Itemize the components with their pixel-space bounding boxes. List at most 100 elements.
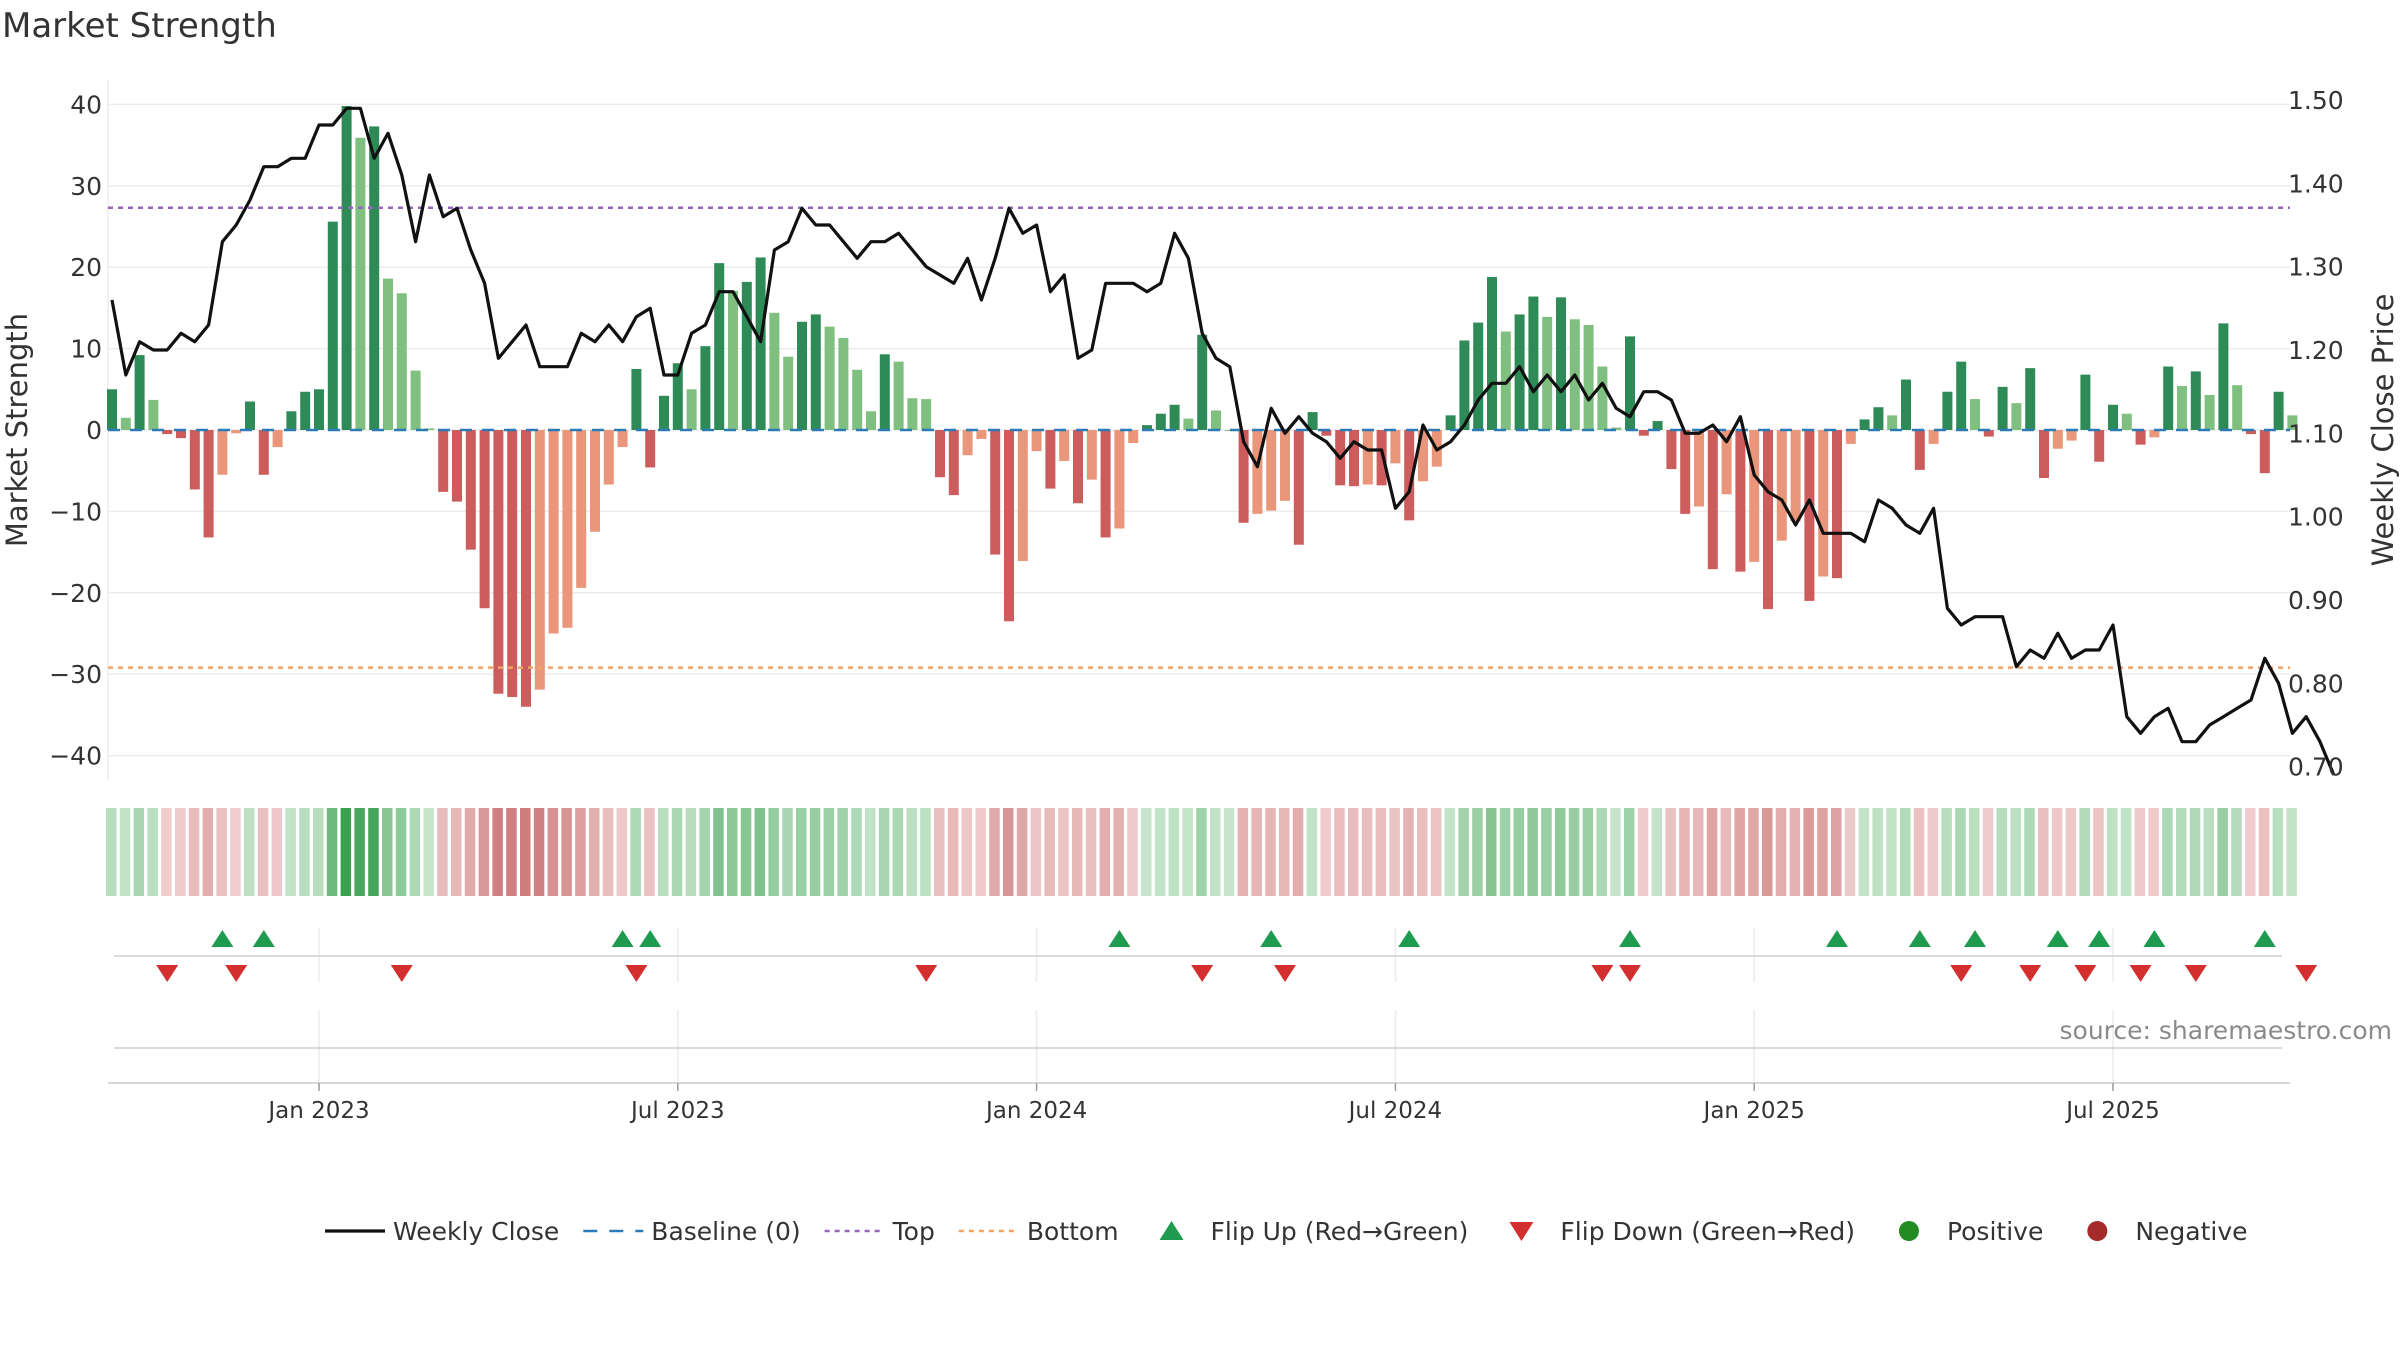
strength-bar bbox=[1004, 430, 1014, 622]
strip-cell bbox=[934, 808, 945, 896]
weekly-close-polyline bbox=[110, 106, 2336, 776]
right-tick-label: 0.80 bbox=[2288, 669, 2344, 698]
flip-down-marker bbox=[625, 965, 648, 982]
strip-cell bbox=[1458, 808, 1469, 896]
strip-cell bbox=[299, 808, 310, 896]
flip-down-marker bbox=[1591, 965, 1614, 982]
strip-cell bbox=[326, 808, 338, 896]
strip-cell bbox=[1900, 808, 1911, 896]
strip-cell bbox=[409, 808, 421, 896]
left-tick-label: −40 bbox=[49, 742, 102, 771]
strip-cell bbox=[1099, 808, 1111, 896]
strength-bar bbox=[2287, 415, 2298, 430]
strip-cell bbox=[2245, 808, 2256, 896]
strip-cell bbox=[106, 808, 117, 896]
strip-cell bbox=[768, 808, 779, 896]
strength-bar bbox=[1445, 415, 1456, 430]
strength-bar bbox=[1100, 430, 1111, 538]
strength-bar bbox=[838, 338, 849, 430]
strength-bar bbox=[507, 430, 518, 697]
strip-cell bbox=[1527, 808, 1538, 896]
strength-heat-strip bbox=[106, 808, 2297, 896]
strip-cell bbox=[395, 808, 407, 896]
strength-bar bbox=[369, 126, 380, 430]
strength-bar bbox=[1597, 366, 1608, 430]
strength-bar bbox=[396, 293, 407, 430]
strip-cell bbox=[644, 808, 655, 896]
x-tick-label: Jul 2024 bbox=[1347, 1098, 1443, 1124]
strip-cell bbox=[2217, 808, 2228, 896]
strip-cell bbox=[727, 808, 738, 896]
strength-bar bbox=[1390, 430, 1401, 464]
strength-bar bbox=[686, 389, 697, 430]
left-y-axis-label: Market Strength bbox=[0, 313, 34, 547]
strip-cell bbox=[685, 808, 697, 896]
strip-cell bbox=[1541, 808, 1552, 896]
strip-cell bbox=[1003, 808, 1014, 896]
strength-bar bbox=[879, 354, 890, 430]
strip-cell bbox=[1182, 808, 1193, 896]
strength-bar bbox=[1680, 430, 1691, 514]
strength-bar bbox=[1749, 430, 1760, 562]
strip-cell bbox=[188, 808, 200, 896]
strip-cell bbox=[1651, 808, 1663, 896]
strength-bar bbox=[1073, 430, 1083, 504]
left-tick-label: −10 bbox=[49, 497, 102, 526]
strip-cell bbox=[754, 808, 766, 896]
strip-cell bbox=[2162, 808, 2173, 896]
strip-cell bbox=[1030, 808, 1042, 896]
strength-bar bbox=[1763, 430, 1773, 610]
left-tick-label: 10 bbox=[70, 335, 102, 364]
legend: Weekly Close Baseline (0) Top Bottom Flip Up… bbox=[325, 1217, 2248, 1246]
strength-bar bbox=[521, 430, 531, 707]
strength-bar bbox=[1045, 430, 1056, 489]
strength-bar bbox=[1017, 430, 1028, 562]
strength-bar bbox=[493, 430, 504, 694]
strip-cell bbox=[1444, 808, 1456, 896]
strength-bar bbox=[1983, 430, 1994, 437]
strength-bar bbox=[1238, 430, 1249, 523]
legend-label: Negative bbox=[2135, 1217, 2247, 1246]
strength-bar bbox=[1266, 430, 1277, 511]
strength-bar bbox=[438, 430, 449, 492]
strip-cell bbox=[147, 808, 158, 896]
strip-cell bbox=[2093, 808, 2104, 896]
left-tick-label: 30 bbox=[70, 172, 102, 201]
strip-cell bbox=[1417, 808, 1428, 896]
strip-cell bbox=[1168, 808, 1180, 896]
strength-bar bbox=[1514, 314, 1525, 430]
strip-cell bbox=[1831, 808, 1842, 896]
legend-item: Flip Down (Green→Red) bbox=[1509, 1217, 1855, 1246]
strip-cell bbox=[492, 808, 503, 896]
strength-bar bbox=[1735, 430, 1746, 572]
strength-bar bbox=[300, 391, 311, 430]
legend-label: Bottom bbox=[1027, 1217, 1119, 1246]
strip-cell bbox=[1679, 808, 1690, 896]
strength-bar bbox=[2232, 385, 2243, 430]
strength-bar bbox=[1031, 430, 1042, 452]
strength-bar bbox=[810, 314, 821, 430]
strength-bar bbox=[452, 430, 462, 502]
strip-cell bbox=[602, 808, 614, 896]
strip-cell bbox=[2010, 808, 2021, 896]
right-tick-label: 1.50 bbox=[2288, 86, 2344, 115]
strip-cell bbox=[699, 808, 710, 896]
strip-cell bbox=[1775, 808, 1787, 896]
flip-down-marker bbox=[1191, 965, 1214, 982]
flip-down-marker bbox=[2129, 965, 2152, 982]
strength-bar bbox=[2177, 386, 2187, 430]
flip-up-marker bbox=[1108, 930, 1131, 947]
right-tick-label: 1.00 bbox=[2288, 503, 2344, 532]
strength-bar bbox=[603, 430, 614, 485]
strip-cell bbox=[782, 808, 793, 896]
strength-bar bbox=[1169, 404, 1180, 430]
strip-cell bbox=[2024, 808, 2035, 896]
strip-cell bbox=[1982, 808, 1994, 896]
flip-up-marker bbox=[1619, 930, 1641, 947]
strength-bar bbox=[424, 428, 435, 430]
strength-bar bbox=[2218, 323, 2229, 430]
strength-bar bbox=[1859, 419, 1870, 430]
strip-cell bbox=[1858, 808, 1870, 896]
strip-cell bbox=[368, 808, 379, 896]
strength-bar bbox=[2052, 430, 2063, 449]
